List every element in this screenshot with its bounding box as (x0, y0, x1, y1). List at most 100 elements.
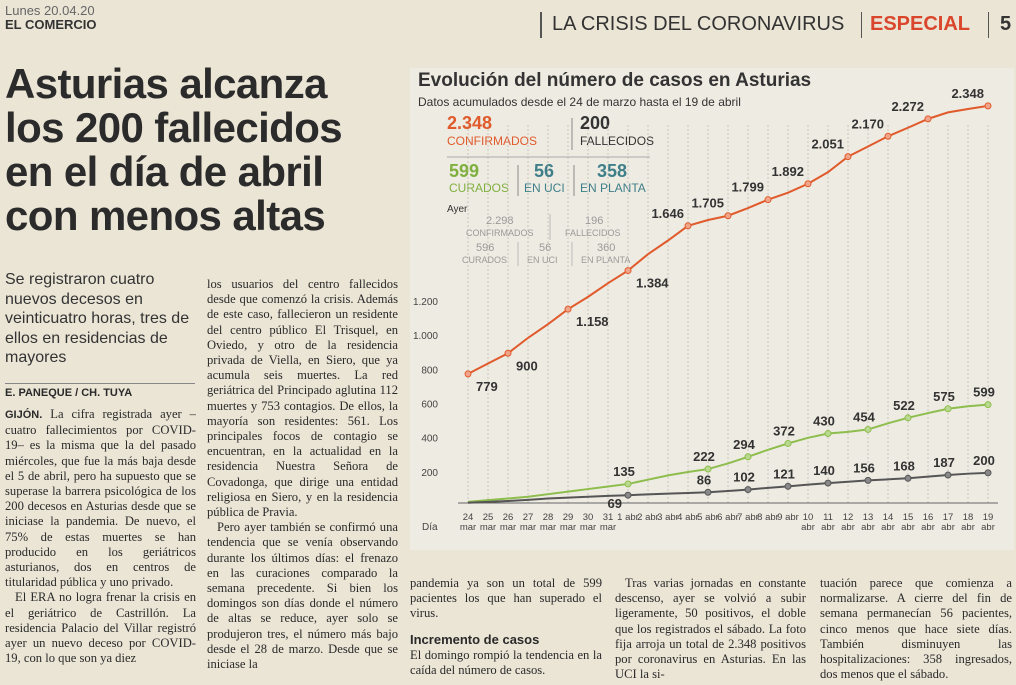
summary-value: 596 (476, 242, 494, 254)
chart-background (410, 68, 1014, 550)
data-label: 200 (973, 453, 995, 468)
subhead: Incremento de casos (410, 631, 540, 647)
data-label: 168 (893, 458, 915, 473)
text: La cifra registrada ayer –cuatro falleci… (5, 407, 196, 590)
column: Tras varias jornadas en constante descen… (615, 576, 806, 685)
x-tick-label: 15 abr (901, 512, 915, 533)
data-point (744, 453, 752, 461)
deck: Se registraron cuatro nuevos decesos en … (5, 271, 190, 366)
x-tick-label: 4 abr (677, 512, 699, 523)
byline: E. PANEQUE / CH. TUYA (5, 383, 195, 399)
column: los usuarios del centro fallecidos desde… (207, 277, 398, 685)
series-line (467, 471, 989, 504)
data-label: 900 (516, 358, 538, 373)
data-point (724, 212, 732, 220)
column: tuación parece que comienza a normalizar… (820, 576, 1012, 685)
summary-value: 56 (539, 242, 551, 254)
x-tick-label: 7 abr (737, 512, 759, 523)
y-tick-label: 1.000 (413, 331, 438, 342)
separator (540, 12, 542, 38)
data-label: 1.384 (636, 276, 669, 291)
paragraph: pandemia ya son un total de 599 paciente… (410, 576, 602, 621)
summary-label: CONFIRMADOS (466, 228, 534, 238)
data-point (944, 405, 952, 413)
x-tick-label: 18 abr (961, 512, 975, 533)
x-tick-label: 13 abr (861, 512, 875, 533)
data-point (564, 305, 572, 313)
summary-value: 2.348 (447, 113, 492, 133)
x-tick-label: 14 abr (881, 512, 895, 533)
paragraph: Pero ayer también se confirmó una tenden… (207, 520, 398, 672)
summary-label: EN PLANTA (580, 181, 646, 195)
series-line (467, 403, 989, 503)
x-tick-label: 26 mar (499, 512, 517, 533)
column: GIJÓN. La cifra registrada ayer –cuatro … (5, 407, 196, 685)
separator (988, 12, 989, 38)
x-tick-label: 31 mar (599, 512, 617, 533)
summary-label: CURADOS (462, 255, 507, 265)
data-label: 1.705 (691, 196, 724, 211)
summary-value: 196 (585, 215, 603, 227)
data-label: 372 (773, 423, 795, 438)
separator (861, 12, 862, 38)
data-point (624, 491, 632, 499)
summary-label: EN UCI (524, 181, 565, 195)
y-tick-label: 200 (421, 468, 438, 479)
x-tick-label: 5 abr (697, 512, 719, 523)
data-label: 2.170 (851, 116, 884, 131)
data-label: 294 (733, 437, 755, 452)
summary-value: 599 (449, 161, 479, 181)
y-tick-label: 800 (421, 365, 438, 376)
data-point (704, 465, 712, 473)
data-point (784, 439, 792, 447)
data-point (744, 486, 752, 494)
summary-label: FALLECIDOS (580, 134, 654, 148)
chart-title: Evolución del número de casos en Asturia… (418, 70, 811, 91)
paragraph: tuación parece que comienza a normalizar… (820, 576, 1012, 682)
data-point (504, 349, 512, 357)
summary-label: EN PLANTA (581, 255, 630, 265)
paragraph: GIJÓN. La cifra registrada ayer –cuatro … (5, 407, 196, 590)
data-point (824, 479, 832, 487)
data-label: 140 (813, 463, 835, 478)
x-tick-label: 30 mar (579, 512, 597, 533)
summary-value: 358 (597, 161, 627, 181)
data-label: 102 (733, 470, 755, 485)
summary-value: 56 (534, 161, 554, 181)
data-label: 2.348 (951, 86, 984, 101)
data-point (904, 414, 912, 422)
x-tick-label: 29 mar (559, 512, 577, 533)
summary: 2.348 CONFIRMADOS 200 FALLECIDOS 599 CUR… (447, 113, 654, 266)
location: GIJÓN. (5, 409, 43, 421)
x-tick-label: 24 mar (459, 512, 477, 533)
paragraph: los usuarios del centro fallecidos desde… (207, 277, 398, 520)
summary-label: CONFIRMADOS (447, 134, 537, 148)
tag: ESPECIAL (870, 13, 971, 35)
x-tick-label: 2 abr (637, 512, 659, 523)
column: pandemia ya son un total de 599 paciente… (410, 576, 602, 685)
x-tick-label: 19 abr (981, 512, 995, 533)
data-point (864, 476, 872, 484)
data-point (784, 482, 792, 490)
data-label: 430 (813, 414, 835, 429)
page-number: 5 (1000, 13, 1012, 35)
x-tick-label: 12 abr (841, 512, 855, 533)
data-point (824, 430, 832, 438)
data-label: 1.892 (771, 164, 804, 179)
y-tick-label: 600 (421, 400, 438, 411)
data-label: 1.158 (576, 314, 609, 329)
x-tick-label: 10 abr (801, 512, 815, 533)
data-label: 222 (693, 449, 715, 464)
data-point (704, 488, 712, 496)
data-label: 86 (697, 472, 711, 487)
data-point (984, 102, 992, 110)
x-tick-label: 25 mar (479, 512, 497, 533)
paragraph: Tras varias jornadas en constante descen… (615, 576, 806, 682)
paper-name: EL COMERCIO (5, 17, 97, 32)
x-tick-label: 6 abr (717, 512, 739, 523)
summary-label: EN UCI (527, 255, 558, 265)
data-label: 454 (853, 409, 875, 424)
chart-subtitle: Datos acumulados desde el 24 de marzo ha… (418, 95, 741, 109)
